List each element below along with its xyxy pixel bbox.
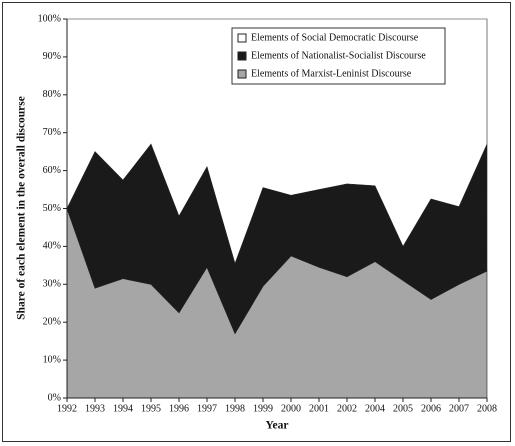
x-tick-label: 2008 [477, 403, 497, 414]
x-tick-label: 2005 [393, 403, 413, 414]
y-tick-label: 60% [43, 165, 61, 176]
legend-label: Elements of Social Democratic Discourse [251, 32, 419, 43]
y-tick-label: 80% [43, 89, 61, 100]
x-tick-label: 1996 [169, 403, 189, 414]
x-tick-label: 2000 [281, 403, 301, 414]
y-axis-label: Share of each element in the overall dis… [16, 96, 28, 320]
legend-label: Elements of Marxist-Leninist Discourse [251, 68, 412, 79]
x-tick-label: 1997 [197, 403, 217, 414]
legend-box [231, 27, 446, 85]
y-tick-label: 40% [43, 241, 61, 252]
legend-swatch [237, 51, 247, 61]
y-tick-label: 100% [38, 13, 61, 24]
x-tick-label: 1993 [85, 403, 105, 414]
y-tick-label: 30% [43, 279, 61, 290]
y-tick-label: 20% [43, 316, 61, 327]
x-axis-label: Year [266, 420, 289, 432]
legend-label: Elements of Nationalist-Socialist Discou… [251, 50, 426, 61]
x-tick-label: 1994 [113, 403, 133, 414]
x-tick-label: 2007 [449, 403, 469, 414]
legend-swatch [237, 69, 247, 79]
x-tick-label: 2002 [337, 403, 357, 414]
x-tick-label: 2006 [421, 403, 441, 414]
x-tick-label: 1999 [253, 403, 273, 414]
y-tick-label: 10% [43, 354, 61, 365]
frame [2, 2, 511, 442]
legend-swatch [237, 33, 247, 43]
x-tick-label: 1998 [225, 403, 245, 414]
y-tick-label: 50% [43, 203, 61, 214]
y-tick-label: 0% [48, 392, 61, 403]
x-tick-label: 1992 [57, 403, 77, 414]
y-tick-label: 70% [43, 127, 61, 138]
x-tick-label: 2004 [365, 403, 385, 414]
x-tick-label: 1995 [141, 403, 161, 414]
y-tick-label: 90% [43, 51, 61, 62]
x-tick-label: 2001 [309, 403, 329, 414]
